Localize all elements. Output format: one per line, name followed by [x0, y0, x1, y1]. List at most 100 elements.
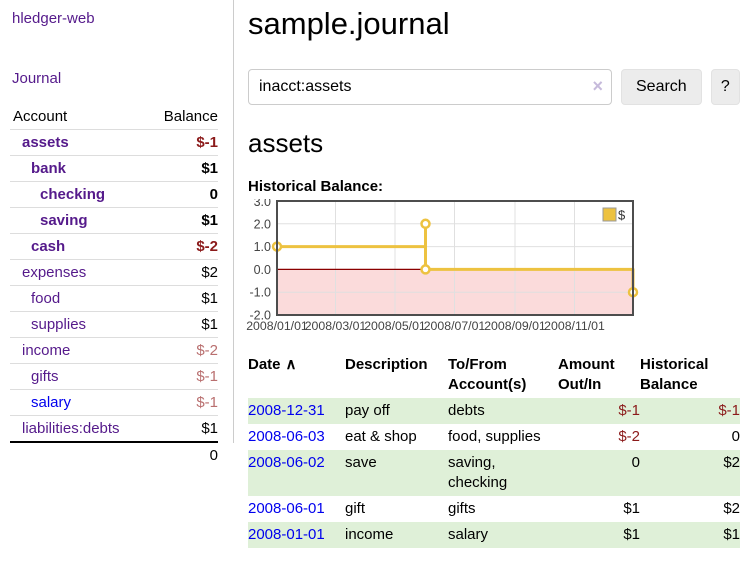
- sidebar: hledger-web Journal Account Balance asse…: [0, 0, 233, 468]
- register-row: 2008-01-01 income salary $1 $1: [248, 522, 740, 548]
- account-balance: $-1: [196, 134, 218, 151]
- account-balance: $-2: [196, 238, 218, 255]
- data-point-marker: [420, 264, 431, 275]
- account-balance: $1: [201, 290, 218, 307]
- account-balance: $-2: [196, 342, 218, 359]
- x-axis-labels: 2008/01/01 2008/03/01 2008/05/01 2008/07…: [246, 319, 605, 333]
- y-axis-labels: 3.0 2.0 1.0 0.0 -1.0 -2.0: [249, 199, 271, 323]
- svg-text:1.0: 1.0: [254, 240, 271, 254]
- account-link-assets[interactable]: assets: [22, 134, 69, 151]
- account-link-expenses[interactable]: expenses: [22, 264, 87, 281]
- account-row-checking: checking 0: [10, 181, 218, 208]
- svg-text:2008/11/01: 2008/11/01: [544, 319, 605, 333]
- account-row-gifts: gifts $-1: [10, 363, 218, 390]
- account-link-bank[interactable]: bank: [31, 160, 67, 177]
- account-row-bank: bank $1: [10, 155, 218, 182]
- brand-link[interactable]: hledger-web: [12, 10, 95, 27]
- historical-balance-chart: $ 3.0 2.0 1.0 0.0 -1.0 -2.0 2008/01/01 2…: [246, 199, 639, 333]
- search-form: × Search ?: [248, 69, 740, 105]
- transaction-description: save: [345, 450, 448, 496]
- register-row: 2008-06-02 save saving, checking 0 $2: [248, 450, 740, 496]
- transaction-balance: $2: [640, 450, 740, 496]
- search-input[interactable]: [248, 69, 612, 105]
- account-link-saving[interactable]: saving: [40, 212, 88, 229]
- account-balance: 0: [209, 186, 218, 203]
- account-row-liabilities-debts: liabilities:debts $1: [10, 415, 218, 443]
- account-link-supplies[interactable]: supplies: [31, 316, 87, 333]
- sidebar-divider: [233, 0, 234, 443]
- svg-text:2.0: 2.0: [254, 217, 271, 231]
- transaction-accounts: saving, checking: [448, 450, 558, 496]
- transaction-date-link[interactable]: 2008-12-31: [248, 402, 325, 419]
- accounts-total-value: 0: [209, 447, 218, 464]
- transaction-date-link[interactable]: 2008-06-01: [248, 500, 325, 517]
- account-balance: $1: [201, 160, 218, 177]
- transaction-amount: $1: [558, 522, 640, 548]
- sidebar-item-journal[interactable]: Journal: [12, 70, 62, 87]
- spacer-cell: [10, 442, 147, 468]
- account-balance: $1: [201, 420, 218, 437]
- account-heading: assets: [248, 128, 324, 158]
- accounts-column-header: To/From Account(s): [448, 356, 527, 393]
- transaction-description: pay off: [345, 398, 448, 424]
- accounts-table: Account Balance assets $-1 bank $1 check…: [10, 104, 218, 468]
- svg-text:0.0: 0.0: [254, 263, 271, 277]
- account-balance: $2: [201, 264, 218, 281]
- account-link-income[interactable]: income: [22, 342, 71, 359]
- svg-text:-1.0: -1.0: [249, 286, 271, 300]
- account-row-saving: saving $1: [10, 207, 218, 234]
- transaction-accounts: food, supplies: [448, 428, 541, 445]
- description-column-header: Description: [345, 356, 428, 373]
- balance-column-header: Balance: [163, 108, 218, 125]
- account-row-supplies: supplies $1: [10, 311, 218, 338]
- transaction-amount: 0: [558, 450, 640, 496]
- account-link-liabilities-debts[interactable]: liabilities:debts: [22, 420, 120, 437]
- transaction-description: income: [345, 522, 448, 548]
- plot-border: [276, 200, 634, 316]
- account-balance: $-1: [196, 394, 218, 411]
- register-row: 2008-06-03 eat & shop food, supplies $-2…: [248, 424, 740, 450]
- date-column-header[interactable]: Date ∧: [248, 356, 297, 373]
- account-link-checking[interactable]: checking: [40, 186, 106, 203]
- account-link-cash[interactable]: cash: [31, 238, 66, 255]
- transaction-amount: $-2: [618, 428, 640, 445]
- account-balance: $1: [201, 212, 218, 229]
- help-button[interactable]: ?: [710, 69, 740, 105]
- register-row: 2008-06-01 gift gifts $1 $2: [248, 496, 740, 522]
- svg-text:-2.0: -2.0: [249, 309, 271, 323]
- transaction-date-link[interactable]: 2008-01-01: [248, 526, 325, 543]
- amount-column-header: Amount Out/In: [558, 356, 615, 393]
- svg-text:2008/01/01: 2008/01/01: [246, 319, 308, 333]
- account-link-salary[interactable]: salary: [31, 394, 72, 411]
- account-column-header: Account: [13, 108, 68, 125]
- svg-text:2008/07/01: 2008/07/01: [424, 319, 486, 333]
- transaction-balance: $-1: [640, 398, 740, 424]
- account-row-assets: assets $-1: [10, 129, 218, 156]
- account-row-cash: cash $-2: [10, 233, 218, 260]
- transaction-description: eat & shop: [345, 428, 417, 445]
- transaction-amount: $1: [623, 500, 640, 517]
- transaction-date-link[interactable]: 2008-06-02: [248, 454, 325, 471]
- register-table: Date ∧ Description To/From Account(s) Amo…: [248, 352, 740, 548]
- account-row-salary: salary $-1: [10, 389, 218, 416]
- account-link-food[interactable]: food: [31, 290, 61, 307]
- data-point-marker: [420, 218, 431, 230]
- account-link-gifts[interactable]: gifts: [31, 368, 59, 385]
- main-content: sample.journal × Search ? assets Histori…: [246, 0, 740, 548]
- account-row-income: income $-2: [10, 337, 218, 364]
- transaction-accounts: debts: [448, 398, 558, 424]
- search-button[interactable]: Search: [621, 69, 702, 105]
- account-row-expenses: expenses $2: [10, 259, 218, 286]
- register-row: 2008-12-31 pay off debts $-1 $-1: [248, 398, 740, 424]
- transaction-date-link[interactable]: 2008-06-03: [248, 428, 325, 445]
- balance-column-header: Historical Balance: [640, 356, 709, 393]
- page-title: sample.journal: [248, 6, 450, 41]
- accounts-total-row: 0: [10, 442, 218, 468]
- transaction-accounts: gifts: [448, 500, 476, 517]
- clear-search-icon[interactable]: ×: [592, 76, 603, 96]
- transaction-balance: 0: [731, 428, 740, 445]
- svg-text:2008/05/01: 2008/05/01: [364, 319, 426, 333]
- register-header-row: Date ∧ Description To/From Account(s) Amo…: [248, 352, 740, 398]
- accounts-table-header: Account Balance: [10, 104, 218, 130]
